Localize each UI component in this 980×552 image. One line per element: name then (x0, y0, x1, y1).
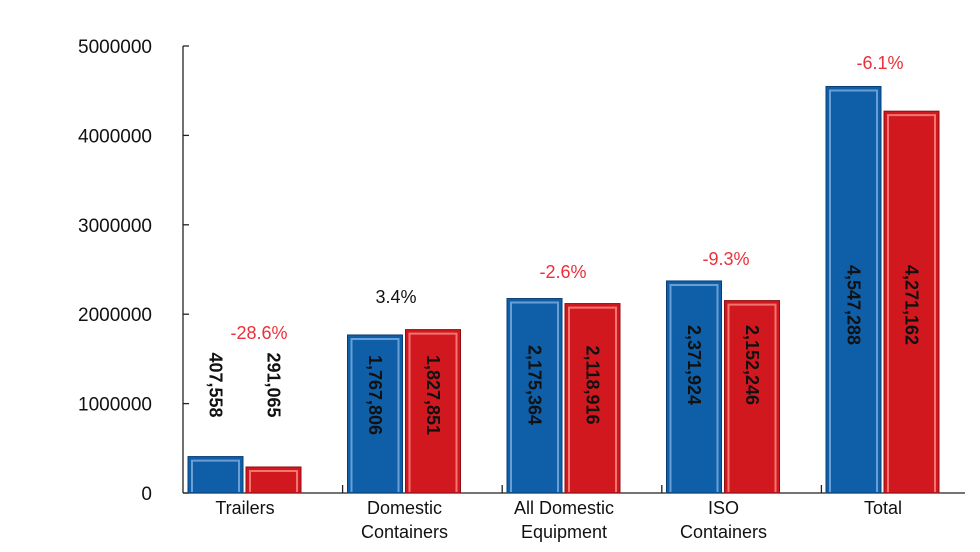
bar (347, 334, 403, 494)
percent-change-label: -6.1% (856, 53, 903, 73)
bar-1-3 (724, 300, 780, 494)
bar-bevel (408, 332, 458, 492)
bar-bevel (669, 283, 719, 492)
bar-bevel (191, 459, 240, 492)
y-tick-label: 4000000 (78, 126, 152, 147)
bar (405, 329, 461, 494)
x-category-label: Trailers (215, 498, 274, 518)
bar-1-2 (564, 303, 621, 494)
bar-value-label: 1,767,806 (365, 355, 385, 435)
bar-0-3 (666, 280, 722, 494)
bar-0-1 (347, 334, 403, 494)
x-category-label: Total (864, 498, 902, 518)
bar (724, 300, 780, 494)
x-category-label: Equipment (521, 522, 607, 542)
bar-bevel (510, 301, 559, 492)
bar (506, 298, 563, 494)
bar-0-2 (506, 298, 563, 494)
bar-bevel (829, 89, 878, 492)
bar-bevel (727, 303, 777, 492)
bar (187, 456, 244, 494)
bar-value-label: 2,152,246 (742, 325, 762, 405)
y-tick-label: 3000000 (78, 216, 152, 237)
bar-value-label: 2,371,924 (684, 325, 704, 405)
bar (564, 303, 621, 494)
x-category-label: All Domestic (514, 498, 614, 518)
percent-change-label: 3.4% (375, 287, 416, 307)
bar (883, 110, 940, 494)
bar (666, 280, 722, 494)
bar-bevel (887, 114, 936, 492)
y-tick-label: 5000000 (78, 37, 152, 58)
bar-1-4 (883, 110, 940, 494)
percent-change-label: -2.6% (539, 262, 586, 282)
bar-value-label: 1,827,851 (423, 355, 443, 435)
x-category-label: Containers (680, 522, 767, 542)
bar-value-label: 4,271,162 (902, 265, 922, 345)
bar-1-1 (405, 329, 461, 494)
x-category-label: Containers (361, 522, 448, 542)
bar-value-label: 407,558 (206, 352, 226, 417)
x-category-label: ISO (708, 498, 739, 518)
y-tick-label: 1000000 (78, 395, 152, 416)
bar-value-label: 2,118,916 (583, 345, 603, 424)
bar-0-0 (187, 456, 244, 494)
percent-change-label: -9.3% (702, 249, 749, 269)
bar-value-label: 4,547,288 (844, 265, 864, 345)
y-tick-label: 2000000 (78, 305, 152, 326)
bar-bevel (568, 306, 617, 492)
x-category-label: Domestic (367, 498, 442, 518)
bar-value-label: 2,175,364 (525, 345, 545, 425)
percent-change-label: -28.6% (230, 323, 287, 343)
y-tick-label: 0 (141, 484, 152, 505)
bar-bevel (350, 337, 400, 492)
bar-bevel (249, 469, 298, 492)
bar-0-4 (825, 85, 882, 494)
bar-value-label: 291,065 (264, 352, 284, 417)
bar-1-0 (245, 466, 302, 494)
bar (825, 85, 882, 494)
